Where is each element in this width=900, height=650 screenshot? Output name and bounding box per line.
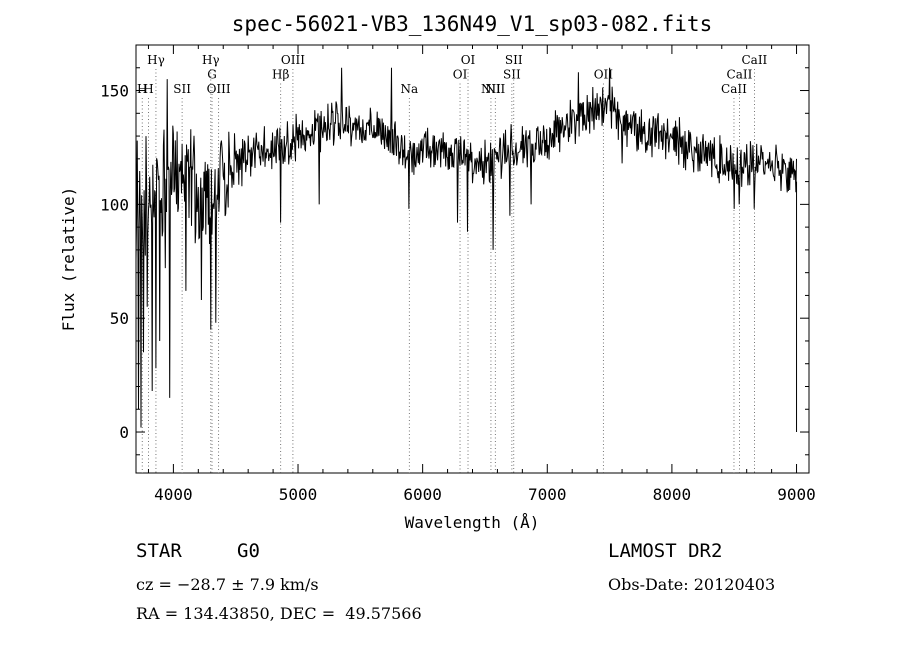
spectral-line-label: Na — [400, 82, 418, 96]
spectral-line-label: NII — [485, 82, 505, 96]
survey-name: LAMOST DR2 — [608, 540, 723, 562]
spectral-line-label: CaII — [721, 82, 747, 96]
spectral-line-label: NII — [481, 82, 501, 96]
object-class: STAR — [136, 540, 182, 562]
axes: 4000 5000 6000 7000 8000 9000 0 50 100 150 — [100, 45, 816, 504]
spectral-line-label: H — [137, 82, 147, 96]
spectral-line-label: OI — [453, 68, 468, 82]
spectral-line-label: OII — [594, 68, 614, 82]
spectral-line-label: SII — [505, 53, 523, 67]
x-tick-label: 6000 — [403, 485, 442, 504]
spectral-line-label: CaII — [727, 68, 753, 82]
x-tick-label: 9000 — [777, 485, 816, 504]
spectral-line-label: OI — [461, 53, 476, 67]
observation-date: Obs-Date: 20120403 — [608, 575, 776, 594]
series — [135, 67, 798, 433]
spectral-line-label: OIII — [281, 53, 305, 67]
x-tick-label: 8000 — [653, 485, 692, 504]
spectral-line-label: G — [207, 68, 217, 82]
y-axis-label: Flux (relative) — [59, 187, 78, 332]
x-tick-label: 4000 — [154, 485, 193, 504]
coordinates: RA = 134.43850, DEC = 49.57566 — [136, 604, 422, 623]
spectral-line-label: Hγ — [147, 53, 165, 67]
spectral-line-label: OIII — [207, 82, 231, 96]
plot-frame — [135, 44, 810, 474]
spectral-subclass: G0 — [237, 540, 260, 562]
spectral-line-label: CaII — [741, 53, 767, 67]
spectral-line-label: Hβ — [272, 68, 289, 82]
y-tick-label: 150 — [100, 82, 129, 101]
spectral-line-label: SII — [173, 82, 191, 96]
y-tick-label: 100 — [100, 195, 129, 214]
redshift-cz: cz = −28.7 ± 7.9 km/s — [136, 575, 319, 594]
spectrum-line — [135, 67, 797, 428]
spectral-line-label: H — [143, 82, 153, 96]
x-tick-label: 5000 — [279, 485, 318, 504]
y-tick-label: 0 — [119, 423, 129, 442]
x-axis-label: Wavelength (Å) — [405, 513, 540, 532]
x-tick-label: 7000 — [528, 485, 567, 504]
spectral-line-label: Hγ — [202, 53, 220, 67]
chart-title: spec-56021-VB3_136N49_V1_sp03-082.fits — [232, 12, 712, 36]
line-markers: HHHγSIIHγGOIIIHβOIIINaOIOINIINIISIISIIOI… — [137, 53, 768, 473]
spectral-line-label: SII — [503, 68, 521, 82]
y-tick-label: 50 — [110, 309, 129, 328]
